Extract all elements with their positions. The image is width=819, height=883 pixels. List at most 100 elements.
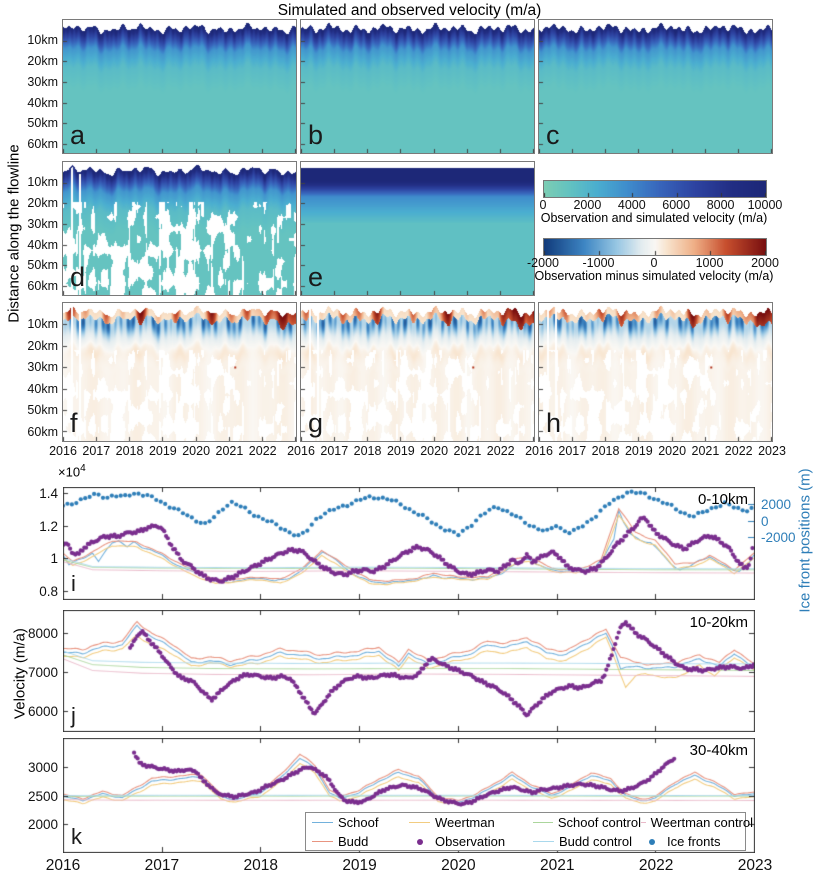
timeseries-year-tick: 2021: [540, 857, 575, 874]
yaxis-tick-j: 8000: [27, 625, 58, 641]
heatmap-panel-a: [62, 19, 297, 154]
distance-tick: 10km: [27, 33, 58, 48]
timeseries-panel-j: [63, 610, 755, 732]
distance-tick: 60km: [27, 137, 58, 152]
panel-letter-i: i: [71, 571, 76, 596]
colorbar-velocity-tick: 0: [539, 198, 547, 212]
yaxis-tick-j: 7000: [27, 664, 58, 680]
colorbar-velocity-tick: 2000: [573, 198, 602, 212]
panel-letter-h: h: [546, 408, 562, 438]
panel-letter-e: e: [308, 262, 324, 292]
distance-tick: 10km: [27, 175, 58, 190]
legend-entry-weertman-control: Weertman control: [641, 815, 753, 830]
colorbar-velocity-tick: 8000: [706, 198, 735, 212]
panel-letter-k: k: [71, 824, 82, 849]
region-label-i: 0-10km: [697, 491, 748, 508]
heatmap-year-tick: 2019: [624, 444, 653, 458]
heatmap-year-tick: 2016: [49, 444, 77, 458]
timeseries-year-tick: 2023: [737, 857, 773, 874]
region-label-k: 30-40km: [689, 742, 748, 759]
distance-tick: 20km: [27, 338, 58, 353]
figure-title: Simulated and observed velocity (m/a): [277, 2, 542, 19]
distance-tick: 40km: [27, 381, 58, 396]
panel-letter-j: j: [71, 703, 76, 728]
timeseries-year-tick: 2018: [243, 857, 278, 874]
legend-dot-swatch: [648, 838, 655, 845]
heatmap-year-tick: 2021: [691, 444, 720, 458]
heatmap-year-tick: 2017: [558, 444, 587, 458]
colorbar-velocity: [543, 180, 767, 198]
legend-label: Weertman: [435, 815, 495, 830]
heatmap-year-tick: 2022: [486, 444, 515, 458]
timeseries-panel-k: [63, 738, 755, 853]
legend-dot-swatch: [416, 838, 423, 845]
legend-label: Weertman control: [650, 815, 753, 830]
legend-entry-ice-fronts: Ice fronts: [641, 834, 753, 849]
colorbar-difference-tick: 2000: [751, 256, 779, 270]
colorbar-difference: [543, 238, 767, 256]
legend-line-swatch: [533, 822, 553, 823]
distance-tick: 50km: [27, 258, 58, 273]
colorbar-difference-tick: -2000: [527, 256, 559, 270]
distance-tick: 20km: [27, 196, 58, 211]
heatmap-year-tick: 2019: [386, 444, 415, 458]
heatmap-year-tick: 2020: [182, 444, 211, 458]
timeseries-year-tick: 2020: [441, 857, 476, 874]
distance-tick: 40km: [27, 237, 58, 252]
yaxis-tick-i: 1: [50, 550, 58, 566]
distance-tick: 60km: [27, 424, 58, 439]
yaxis-tick-k: 3000: [27, 759, 58, 775]
colorbar-velocity-tick: 4000: [617, 198, 646, 212]
ice-front-tick: 2000: [761, 496, 792, 512]
heatmap-year-tick: 2021: [453, 444, 482, 458]
heatmap-panel-d: [62, 161, 297, 296]
ice-front-tick: 0: [761, 513, 769, 529]
yaxis-tick-j: 6000: [27, 703, 58, 719]
legend-line-swatch: [312, 841, 333, 842]
yaxis-tick-k: 2000: [27, 816, 58, 832]
timeseries-year-tick: 2017: [144, 857, 180, 874]
heatmap-panel-e: [300, 161, 535, 296]
heatmap-year-tick: 2018: [591, 444, 620, 458]
colorbar-difference-tick: 0: [650, 256, 658, 270]
distance-tick: 40km: [27, 95, 58, 110]
legend-label: Budd control: [559, 834, 632, 849]
colorbar-difference-tick: -1000: [582, 256, 615, 270]
heatmap-year-tick: 2016: [287, 444, 315, 458]
timeseries-year-tick: 2019: [342, 857, 377, 874]
heatmap-panel-g: [300, 302, 535, 442]
heatmap-year-tick: 2022: [724, 444, 753, 458]
legend-entry-observation: Observation: [409, 834, 533, 849]
legend-entry-schoof-control: Schoof control: [533, 815, 641, 830]
colorbar-velocity-tick: 10000: [747, 198, 783, 212]
colorbar-difference-tick: 1000: [695, 256, 724, 270]
yaxis-tick-i: 1.4: [39, 485, 58, 501]
region-label-j: 10-20km: [689, 614, 748, 631]
heatmap-year-tick: 2022: [248, 444, 277, 458]
timeseries-year-tick: 2016: [45, 857, 81, 874]
heatmap-year-tick: 2016: [525, 444, 553, 458]
heatmap-year-tick: 2017: [82, 444, 111, 458]
heatmap-year-tick: 2018: [353, 444, 382, 458]
heatmap-year-tick: 2017: [320, 444, 349, 458]
yaxis-tick-i: 0.8: [39, 583, 58, 599]
panel-letter-a: a: [70, 120, 86, 150]
legend-label: Schoof: [338, 815, 379, 830]
distance-tick: 30km: [27, 216, 58, 231]
heatmap-panel-b: [300, 19, 535, 154]
heatmap-year-tick: 2020: [420, 444, 449, 458]
yaxis-tick-i: 1.2: [39, 518, 58, 534]
ice-front-tick: -2000: [761, 529, 796, 545]
panel-letter-b: b: [308, 120, 324, 150]
timeseries-year-tick: 2022: [638, 857, 674, 874]
legend-label: Ice fronts: [667, 834, 721, 849]
legend-line-swatch: [641, 822, 646, 823]
colorbar-velocity-tick: 6000: [662, 198, 691, 212]
heatmap-year-tick: 2019: [148, 444, 177, 458]
heatmap-panel-f: [62, 302, 297, 442]
distance-tick: 50km: [27, 116, 58, 131]
heatmap-panel-h: [538, 302, 773, 442]
panel-letter-d: d: [70, 262, 86, 292]
panel-letter-g: g: [308, 408, 324, 438]
